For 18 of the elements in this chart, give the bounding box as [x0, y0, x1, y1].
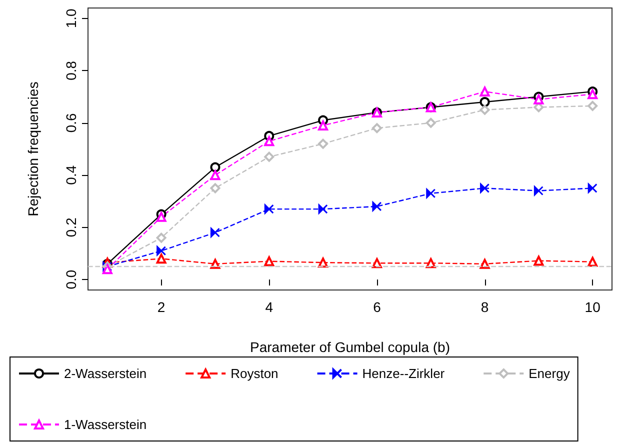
legend-label: Henze--Zirkler — [362, 366, 446, 381]
legend-label: 1-Wasserstein — [64, 417, 147, 432]
legend-label: Energy — [528, 366, 570, 381]
y-tick-label: 0.8 — [63, 60, 79, 80]
y-tick-label: 0.0 — [63, 270, 79, 290]
x-tick-label: 4 — [265, 299, 274, 315]
y-tick-label: 0.2 — [63, 217, 79, 238]
y-tick-label: 0.6 — [63, 112, 79, 133]
x-tick-label: 2 — [157, 299, 166, 315]
y-tick-label: 1.0 — [63, 8, 79, 28]
legend-label: 2-Wasserstein — [64, 366, 147, 381]
x-tick-label: 8 — [480, 299, 489, 315]
x-axis-title: Parameter of Gumbel copula (b) — [250, 339, 450, 355]
x-tick-label: 10 — [584, 299, 601, 315]
y-axis-title: Rejection frequencies — [25, 82, 41, 216]
legend-label: Royston — [230, 366, 278, 381]
x-tick-label: 6 — [373, 299, 382, 315]
y-tick-label: 0.4 — [63, 165, 79, 185]
